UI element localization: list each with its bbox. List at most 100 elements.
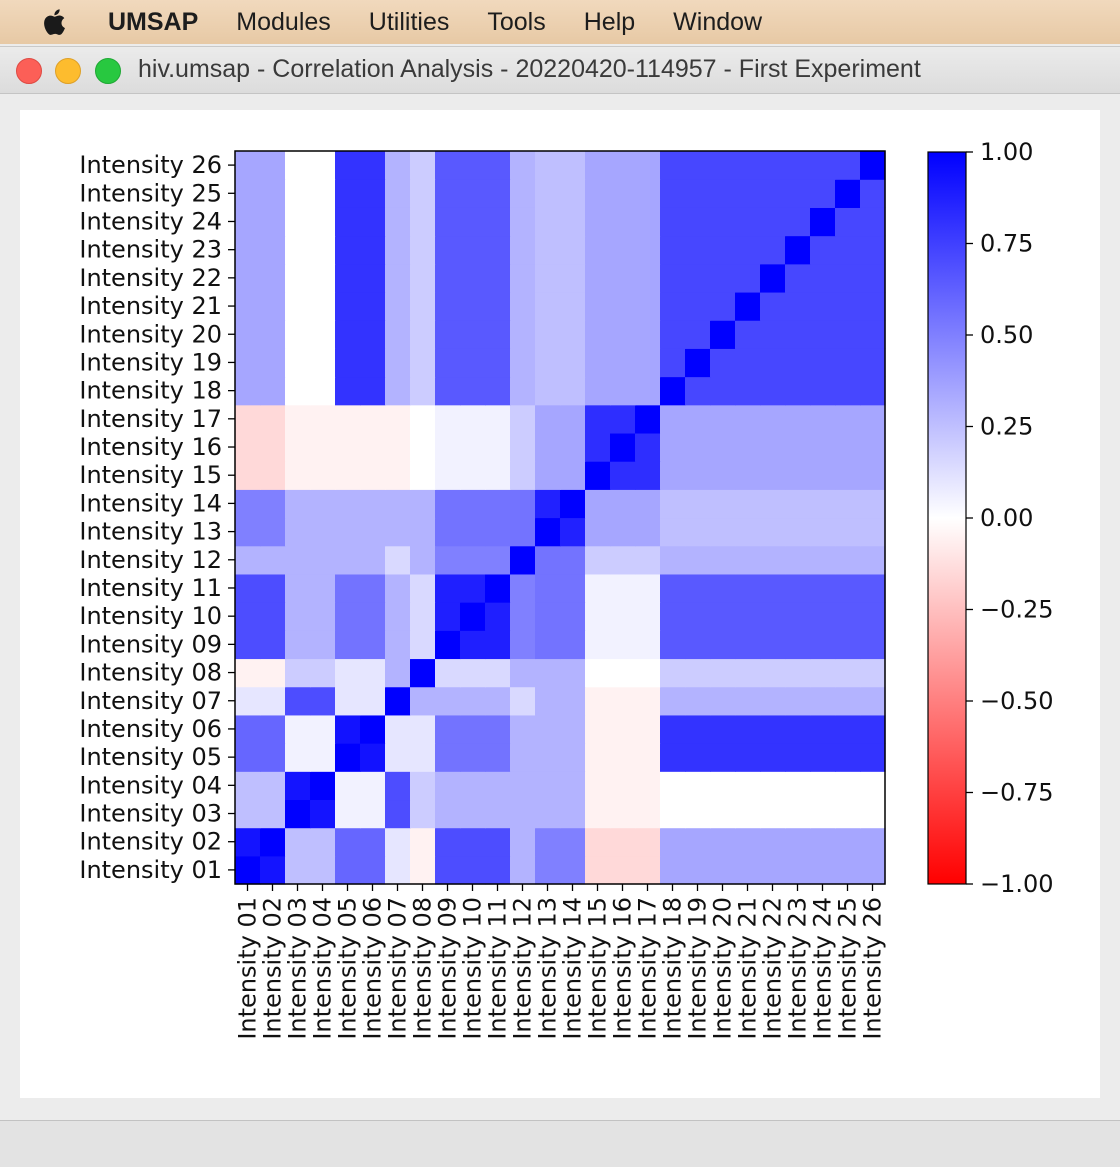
- menu-utilities[interactable]: Utilities: [368, 7, 450, 36]
- heatmap-cell: [810, 207, 836, 237]
- heatmap-cell: [810, 658, 836, 688]
- heatmap-cell: [460, 573, 486, 603]
- heatmap-cell: [385, 573, 411, 603]
- heatmap-cell: [410, 573, 436, 603]
- x-tick-label: Intensity 08: [409, 897, 437, 1040]
- heatmap-cell: [510, 545, 536, 575]
- heatmap-cell: [785, 461, 811, 490]
- heatmap-cell: [435, 799, 461, 829]
- heatmap-cell: [435, 743, 461, 772]
- menu-help[interactable]: Help: [583, 7, 636, 36]
- heatmap-cell: [385, 320, 411, 349]
- heatmap-cell: [585, 348, 611, 378]
- menu-app-name[interactable]: UMSAP: [108, 7, 199, 36]
- heatmap-cell: [610, 855, 636, 885]
- heatmap-cell: [660, 489, 686, 519]
- heatmap-cell: [860, 263, 886, 293]
- window-titlebar[interactable]: hiv.umsap - Correlation Analysis - 20220…: [0, 47, 1120, 94]
- heatmap-cell: [785, 658, 811, 688]
- heatmap-cell: [485, 489, 511, 519]
- heatmap-cell: [260, 320, 286, 349]
- heatmap-cell: [535, 432, 561, 462]
- maximize-window-button[interactable]: [95, 58, 121, 84]
- heatmap-cell: [485, 545, 511, 575]
- close-window-button[interactable]: [16, 58, 42, 84]
- heatmap-cell: [260, 517, 286, 547]
- heatmap-cell: [535, 291, 561, 321]
- heatmap-cell: [235, 573, 261, 603]
- heatmap-cell: [660, 714, 686, 744]
- x-tick-label: Intensity 03: [284, 897, 312, 1040]
- heatmap-cell: [610, 771, 636, 801]
- heatmap-cell: [585, 573, 611, 603]
- heatmap-cell: [385, 404, 411, 434]
- colorbar-tick-label: −0.75: [980, 779, 1054, 807]
- heatmap-cell: [235, 771, 261, 801]
- heatmap-cell: [310, 827, 336, 857]
- heatmap-cell: [660, 799, 686, 829]
- heatmap-cell: [860, 573, 886, 603]
- heatmap-cell: [560, 263, 586, 293]
- heatmap-cell: [785, 545, 811, 575]
- heatmap-cell: [510, 291, 536, 321]
- heatmap-cell: [485, 573, 511, 603]
- heatmap-cell: [510, 686, 536, 716]
- x-tick-label: Intensity 14: [559, 897, 587, 1040]
- heatmap-cell: [460, 291, 486, 321]
- heatmap-cell: [610, 630, 636, 660]
- heatmap-cell: [660, 658, 686, 688]
- heatmap-cell: [435, 573, 461, 603]
- heatmap-cell: [335, 348, 361, 378]
- heatmap-cell: [310, 602, 336, 631]
- heatmap-cell: [285, 658, 311, 688]
- heatmap-cell: [335, 207, 361, 237]
- heatmap-cell: [785, 404, 811, 434]
- heatmap-cell: [310, 517, 336, 547]
- heatmap-cell: [535, 517, 561, 547]
- heatmap-cell: [560, 179, 586, 208]
- heatmap-cell: [610, 489, 636, 519]
- heatmap-cell: [535, 545, 561, 575]
- heatmap-cell: [735, 348, 761, 378]
- heatmap-cell: [360, 263, 386, 293]
- heatmap-cell: [835, 517, 861, 547]
- heatmap-cell: [685, 743, 711, 772]
- colorbar: [927, 151, 967, 885]
- heatmap-cell: [460, 602, 486, 631]
- x-tick-label: Intensity 09: [434, 897, 462, 1040]
- heatmap-cell: [435, 855, 461, 885]
- heatmap-cell: [260, 771, 286, 801]
- minimize-window-button[interactable]: [55, 58, 81, 84]
- heatmap-cell: [610, 602, 636, 631]
- heatmap-cell: [460, 630, 486, 660]
- heatmap-cell: [310, 263, 336, 293]
- y-tick-label: Intensity 06: [79, 715, 222, 743]
- heatmap-cell: [660, 573, 686, 603]
- heatmap-cell: [510, 151, 536, 180]
- heatmap-cell: [635, 743, 661, 772]
- menu-window[interactable]: Window: [673, 7, 763, 36]
- heatmap-cell: [460, 376, 486, 406]
- heatmap-cell: [285, 573, 311, 603]
- heatmap-cell: [410, 151, 436, 180]
- heatmap-cell: [610, 686, 636, 716]
- heatmap-cell: [735, 714, 761, 744]
- heatmap-cell: [335, 235, 361, 265]
- heatmap-cell: [735, 263, 761, 293]
- heatmap-cell: [435, 602, 461, 631]
- heatmap-cell: [235, 235, 261, 265]
- heatmap-cell: [310, 573, 336, 603]
- menu-tools[interactable]: Tools: [487, 7, 546, 36]
- heatmap-cell: [610, 743, 636, 772]
- menu-modules[interactable]: Modules: [236, 7, 331, 36]
- heatmap-cell: [410, 658, 436, 688]
- heatmap-cell: [735, 855, 761, 885]
- y-tick-label: Intensity 16: [79, 433, 222, 461]
- heatmap-cell: [410, 630, 436, 660]
- heatmap-cell: [760, 461, 786, 490]
- heatmap-cell: [485, 291, 511, 321]
- heatmap-cell: [760, 348, 786, 378]
- apple-icon[interactable]: [40, 7, 68, 37]
